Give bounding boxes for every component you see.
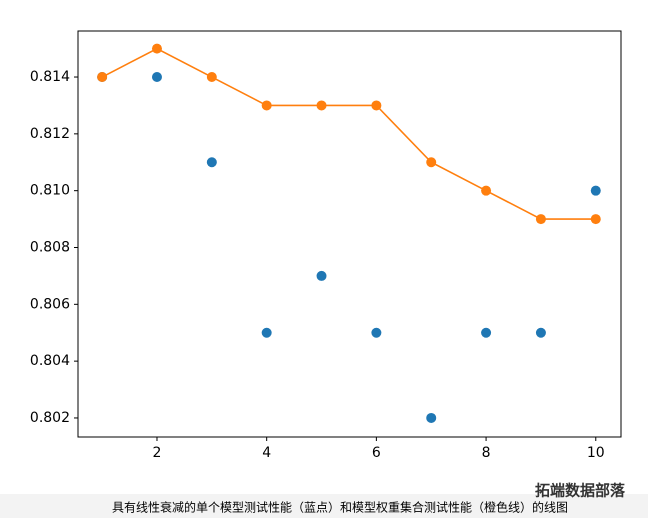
scatter-point (206, 157, 217, 168)
y-tick-label: 0.814 (30, 69, 70, 85)
scatter-point (371, 327, 382, 338)
line-marker (316, 100, 327, 111)
scatter-point (590, 185, 601, 196)
line-marker (97, 72, 108, 83)
line (101, 47, 596, 220)
caption: 具有线性衰减的单个模型测试性能（蓝点）和模型权重集合测试性能（橙色线）的线图 (112, 500, 568, 515)
scatter-point (426, 412, 437, 423)
line-marker (151, 43, 162, 54)
line-marker (590, 214, 601, 225)
y-tick-label: 0.812 (30, 126, 70, 142)
scatter-point (316, 270, 327, 281)
y-tick-label: 0.808 (30, 239, 70, 255)
line-marker (261, 100, 272, 111)
line-marker (426, 157, 437, 168)
plot-frame (77, 30, 622, 438)
caption-band (0, 494, 648, 518)
y-tick-label: 0.804 (30, 353, 70, 369)
line-marker (535, 214, 546, 225)
y-tick-label: 0.802 (30, 410, 70, 426)
watermark: 拓端数据部落 (535, 482, 626, 500)
scatter-point (481, 327, 492, 338)
x-tick-label: 10 (587, 445, 605, 461)
line-marker (371, 100, 382, 111)
x-tick-label: 2 (153, 445, 162, 461)
y-tick-label: 0.806 (30, 296, 70, 312)
scatter-point (261, 327, 272, 338)
x-tick-label: 6 (372, 445, 381, 461)
scatter-point (535, 327, 546, 338)
x-tick-label: 8 (482, 445, 491, 461)
line-marker (206, 72, 217, 83)
y-tick-label: 0.810 (30, 183, 70, 199)
line-marker (481, 185, 492, 196)
scatter-point (151, 72, 162, 83)
x-tick-label: 4 (262, 445, 271, 461)
